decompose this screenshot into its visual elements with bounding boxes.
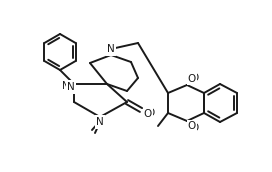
Text: O: O	[188, 74, 196, 84]
Text: N: N	[96, 117, 104, 127]
Text: O: O	[190, 123, 198, 133]
Text: O: O	[146, 108, 154, 118]
Text: N: N	[62, 81, 69, 91]
Text: N: N	[67, 82, 75, 92]
Text: O: O	[190, 73, 198, 83]
Text: O: O	[188, 121, 196, 131]
Text: N: N	[95, 117, 103, 127]
Text: N: N	[106, 43, 114, 53]
Text: N: N	[107, 44, 115, 54]
Text: O: O	[144, 109, 152, 119]
